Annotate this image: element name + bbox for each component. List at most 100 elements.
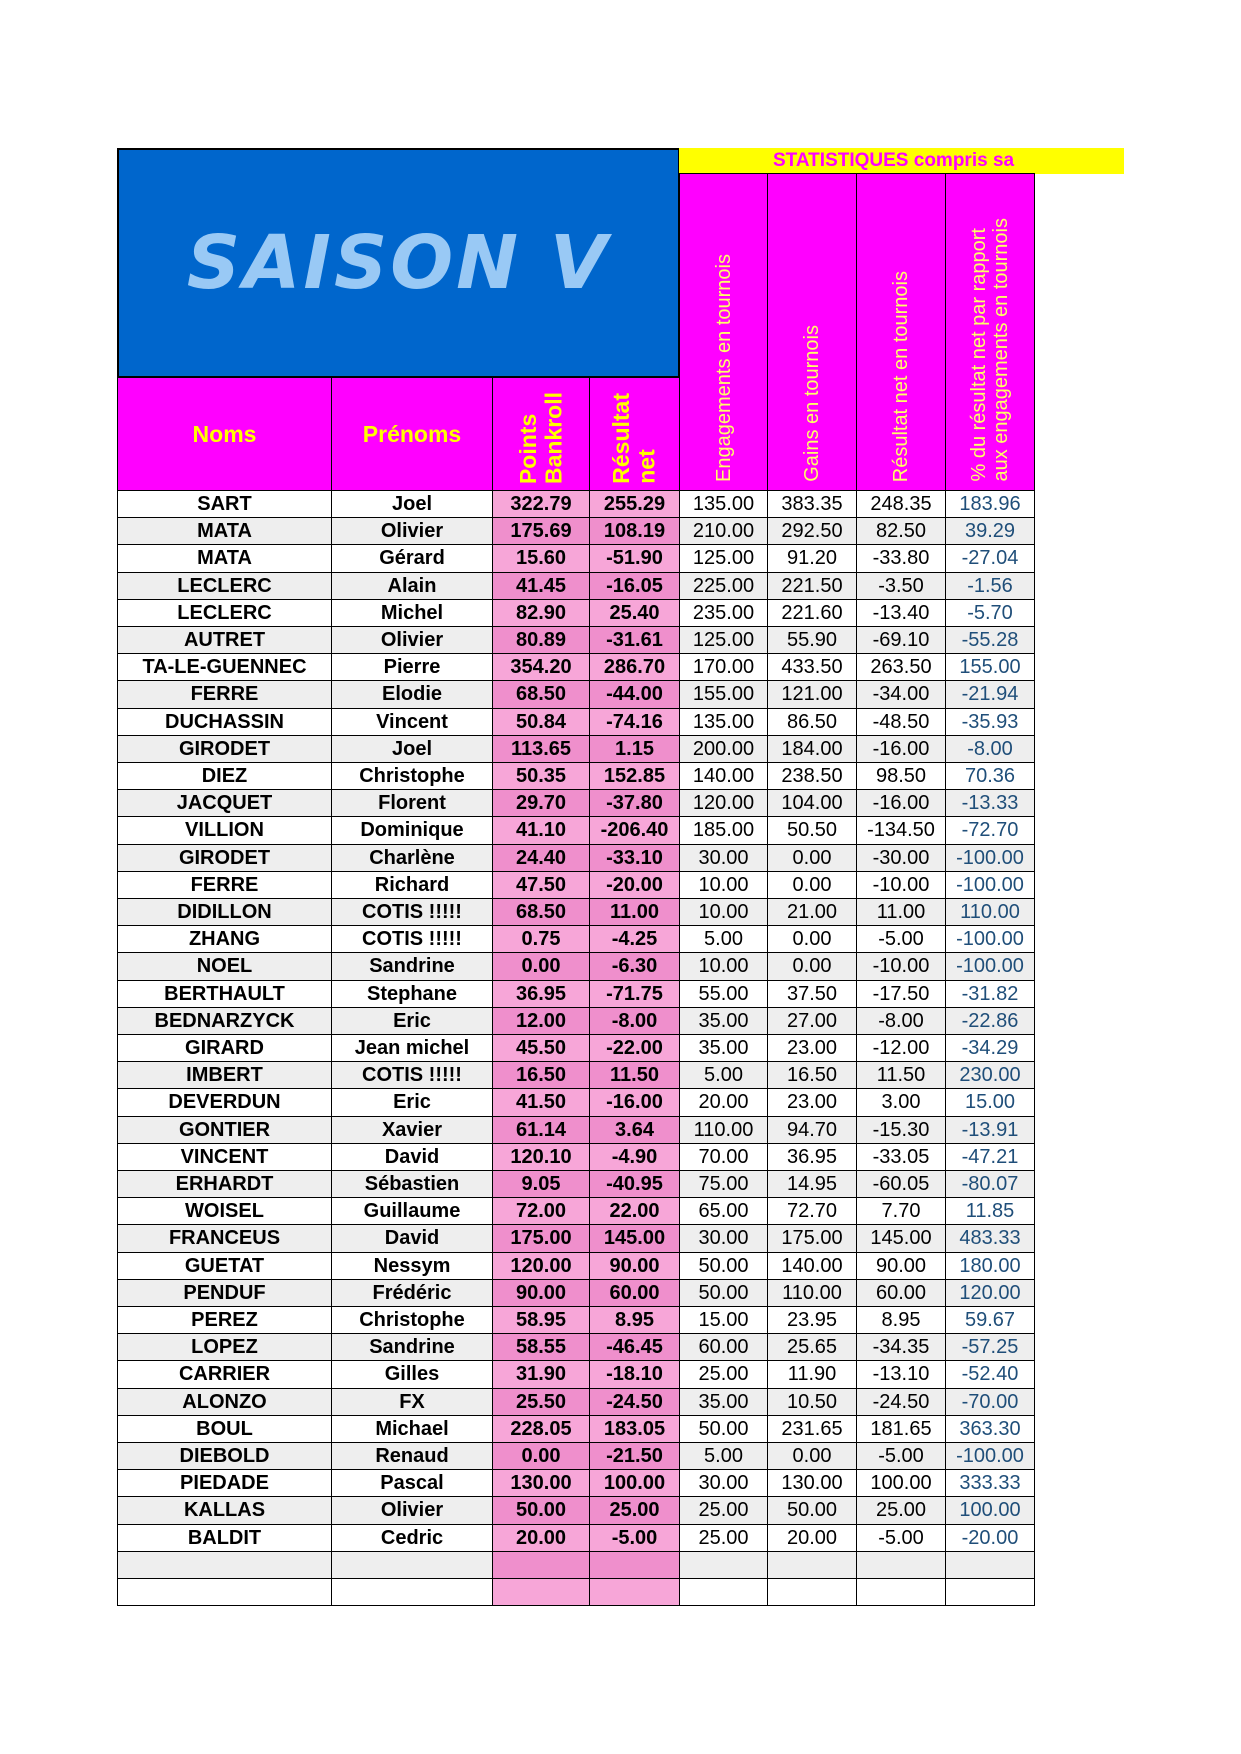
table-cell: [331, 1551, 493, 1579]
cell-text: 50.00: [515, 1499, 567, 1521]
table-cell: GIRODET: [117, 735, 332, 763]
cell-text: 50.50: [786, 819, 838, 841]
cell-text: -74.16: [606, 710, 663, 733]
table-cell: -27.04: [945, 544, 1035, 573]
cell-text: PEREZ: [191, 1308, 258, 1331]
table-cell: 210.00: [679, 517, 768, 545]
header-line: Points: [514, 413, 541, 484]
cell-text: -206.40: [600, 819, 669, 841]
table-cell: -34.00: [856, 680, 946, 709]
cell-text: -21.94: [961, 683, 1019, 705]
table-cell: 68.50: [492, 680, 590, 709]
table-cell: -22.00: [589, 1034, 680, 1062]
table-cell: Christophe: [331, 762, 493, 790]
table-cell: 120.00: [945, 1279, 1035, 1307]
table-cell: 225.00: [679, 572, 768, 600]
cell-text: 0.00: [521, 1444, 561, 1467]
table-cell: 108.19: [589, 517, 680, 545]
table-cell: 100.00: [856, 1469, 946, 1497]
table-cell: 0.75: [492, 925, 590, 953]
table-cell: 184.00: [767, 735, 857, 763]
table-cell: 0.00: [492, 952, 590, 981]
cell-text: FRANCEUS: [168, 1227, 281, 1249]
table-cell: 238.50: [767, 762, 857, 790]
cell-text: 25.00: [698, 1526, 749, 1549]
cell-text: KALLAS: [183, 1499, 266, 1521]
table-cell: 41.45: [492, 572, 590, 600]
cell-text: 37.50: [786, 982, 838, 1005]
table-cell: [117, 1578, 332, 1606]
cell-text: 25.00: [609, 1499, 660, 1521]
cell-text: 10.00: [698, 955, 749, 977]
cell-text: 238.50: [781, 764, 843, 787]
cell-text: 231.65: [781, 1417, 843, 1440]
cell-text: 41.50: [515, 1091, 567, 1113]
table-cell: 231.65: [767, 1415, 857, 1443]
table-cell: KALLAS: [117, 1496, 332, 1525]
table-cell: 363.30: [945, 1415, 1035, 1443]
header-label: Noms: [192, 420, 257, 447]
cell-text: -16.00: [872, 737, 930, 760]
table-cell: [679, 1551, 768, 1579]
table-cell: 140.00: [679, 762, 768, 790]
cell-text: VINCENT: [180, 1145, 269, 1168]
table-cell: 45.50: [492, 1034, 590, 1062]
cell-text: -72.70: [961, 819, 1019, 841]
cell-text: -80.07: [961, 1172, 1019, 1195]
table-cell: 104.00: [767, 789, 857, 817]
cell-text: 10.00: [698, 873, 749, 896]
table-cell: -16.05: [589, 572, 680, 600]
table-cell: VINCENT: [117, 1143, 332, 1171]
cell-text: LECLERC: [177, 574, 272, 597]
cell-text: MATA: [197, 519, 252, 542]
cell-text: 58.55: [515, 1335, 567, 1358]
table-cell: Olivier: [331, 626, 493, 654]
table-cell: 90.00: [856, 1252, 946, 1280]
cell-text: NOEL: [196, 955, 253, 977]
cell-text: 25.00: [698, 1363, 749, 1385]
table-cell: 12.00: [492, 1007, 590, 1035]
title-block: SAISON V: [117, 148, 680, 378]
cell-text: 5.00: [704, 927, 743, 950]
table-cell: 292.50: [767, 517, 857, 545]
cell-text: 292.50: [781, 519, 843, 542]
table-cell: 70.36: [945, 762, 1035, 790]
table-cell: COTIS !!!!!: [331, 1061, 493, 1089]
cell-text: AUTRET: [183, 628, 266, 651]
cell-text: -100.00: [956, 846, 1024, 869]
table-cell: 90.00: [589, 1252, 680, 1280]
cell-text: -51.90: [606, 547, 663, 569]
cell-text: Eric: [393, 1091, 431, 1113]
table-cell: [589, 1551, 680, 1579]
cell-text: 221.50: [781, 574, 843, 597]
cell-text: ZHANG: [188, 927, 261, 950]
header-label: Prénoms: [362, 420, 462, 447]
stats-banner: STATISTIQUES compris sa: [679, 148, 1124, 174]
table-cell: 25.00: [589, 1496, 680, 1525]
cell-text: Alain: [387, 574, 437, 597]
table-cell: -5.00: [856, 925, 946, 953]
cell-text: COTIS !!!!!: [362, 1063, 462, 1086]
cell-text: 10.00: [698, 900, 749, 923]
cell-text: -100.00: [956, 955, 1024, 977]
cell-text: 12.00: [515, 1009, 567, 1032]
table-cell: -16.00: [856, 789, 946, 817]
table-cell: -22.86: [945, 1007, 1035, 1035]
cell-text: 22.00: [609, 1199, 660, 1222]
table-cell: PENDUF: [117, 1279, 332, 1307]
header-cell: Points Bankroll: [492, 377, 590, 491]
cell-text: -27.04: [961, 547, 1019, 569]
table-cell: -100.00: [945, 871, 1035, 899]
table-cell: Vincent: [331, 708, 493, 736]
cell-text: Xavier: [381, 1118, 443, 1141]
cell-text: 15.00: [964, 1091, 1016, 1113]
table-cell: 263.50: [856, 653, 946, 681]
cell-text: Olivier: [380, 1499, 444, 1521]
table-cell: 183.05: [589, 1415, 680, 1443]
cell-text: -44.00: [606, 683, 663, 705]
table-cell: 39.29: [945, 517, 1035, 545]
cell-text: 55.90: [786, 628, 838, 651]
cell-text: -52.40: [961, 1363, 1019, 1385]
table-cell: -206.40: [589, 816, 680, 845]
cell-text: -18.10: [606, 1363, 663, 1385]
